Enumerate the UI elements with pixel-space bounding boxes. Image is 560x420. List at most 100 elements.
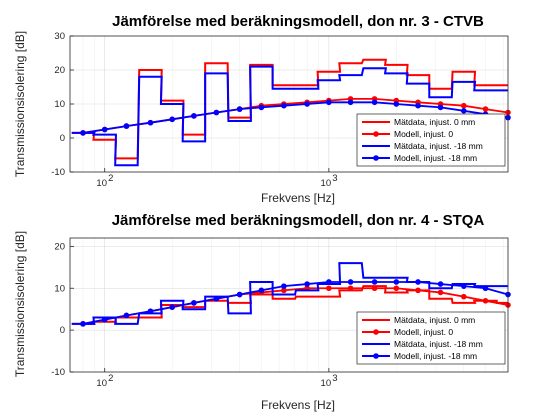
series-line <box>82 101 509 134</box>
legend-item: Mätdata, injust. -18 mm <box>362 141 483 151</box>
series-line <box>71 285 508 325</box>
series-1 <box>71 58 508 160</box>
data-point <box>415 279 421 285</box>
chart-title: Jämförelse med beräkningsmodell, don nr.… <box>112 13 484 30</box>
legend-marker <box>373 155 379 161</box>
legend-item: Modell, injust. -18 mm <box>362 351 477 361</box>
legend-marker <box>373 353 379 359</box>
data-point <box>326 285 332 292</box>
data-point <box>371 285 378 292</box>
data-point <box>371 99 378 106</box>
plot-frame <box>69 237 509 373</box>
data-point <box>281 287 287 294</box>
data-point <box>281 102 287 109</box>
data-point <box>460 293 467 300</box>
data-point <box>304 101 310 107</box>
y-tick-label: 0 <box>60 133 65 144</box>
series-layer <box>69 35 511 173</box>
y-tick-label: -10 <box>51 167 65 178</box>
data-point <box>236 106 243 112</box>
series-layer <box>69 237 511 373</box>
x-axis-label: Frekvens [Hz] <box>261 398 335 412</box>
legend-marker <box>373 329 379 335</box>
data-point <box>347 99 354 106</box>
legend-label: Mätdata, injust. -18 mm <box>394 339 483 349</box>
series-1 <box>71 285 508 325</box>
data-point <box>326 99 332 106</box>
data-point <box>101 316 108 323</box>
x-tick-label: 10 <box>321 378 332 389</box>
x-tick-exponent: 3 <box>332 373 337 384</box>
data-point <box>393 101 400 107</box>
y-axis-label: Transmissionsisolering [dB] <box>13 31 27 177</box>
data-point <box>347 279 354 285</box>
data-point <box>169 304 175 310</box>
chart-title: Jämförelse med beräkningsmodell, don nr.… <box>112 212 485 229</box>
legend-item: Mätdata, injust. 0 mm <box>362 117 475 127</box>
x-tick-label: 10 <box>321 178 332 189</box>
x-axis-label: Frekvens [Hz] <box>261 191 335 205</box>
data-point <box>482 285 489 292</box>
data-point <box>460 102 467 109</box>
y-tick-label: 10 <box>54 283 65 294</box>
data-point <box>191 300 197 306</box>
data-point <box>281 283 287 289</box>
legend-item: Mätdata, injust. -18 mm <box>362 339 483 349</box>
data-point <box>393 285 400 292</box>
y-tick-label: 20 <box>54 65 65 76</box>
legend-item: Modell, injust. 0 <box>362 327 453 337</box>
legend: Mätdata, injust. 0 mm Modell, injust. 0 Mä… <box>356 311 506 365</box>
legend-label: Modell, injust. 0 <box>394 129 453 139</box>
data-point <box>482 298 489 304</box>
series-4 <box>80 99 511 136</box>
legend-label: Mätdata, injust. 0 mm <box>394 117 475 127</box>
data-point <box>80 321 86 327</box>
data-point <box>169 116 175 123</box>
data-point <box>191 113 197 119</box>
data-point <box>415 287 421 294</box>
data-point <box>101 126 108 133</box>
data-point <box>147 119 154 126</box>
data-point <box>437 104 444 111</box>
data-point <box>123 123 130 129</box>
chart-ctvb: Jämförelse med beräkningsmodell, don nr.… <box>13 13 511 205</box>
data-point <box>123 312 130 319</box>
legend-item: Mätdata, injust. 0 mm <box>362 315 475 325</box>
data-point <box>460 108 467 114</box>
data-point <box>415 102 421 109</box>
x-tick-exponent: 3 <box>332 173 337 184</box>
data-point <box>326 279 332 285</box>
legend: Mätdata, injust. 0 mm Modell, injust. 0 Mä… <box>356 113 506 167</box>
y-tick-label: 30 <box>54 31 65 42</box>
data-point <box>393 279 400 285</box>
series-3 <box>71 65 508 167</box>
x-tick-exponent: 2 <box>108 373 113 384</box>
data-point <box>437 289 444 296</box>
legend-label: Modell, injust. -18 mm <box>394 351 477 361</box>
y-axis-label: Transmissionsisolering [dB] <box>13 231 27 377</box>
legend-marker <box>373 131 379 137</box>
x-tick-exponent: 2 <box>108 173 113 184</box>
y-tick-label: 20 <box>54 241 65 252</box>
data-point <box>460 283 467 289</box>
data-point <box>213 295 220 302</box>
data-point <box>258 104 265 111</box>
series-4 <box>80 279 511 327</box>
series-line <box>71 58 508 160</box>
data-point <box>371 279 378 285</box>
x-tick-label: 10 <box>96 378 107 389</box>
y-tick-label: 10 <box>54 99 65 110</box>
data-point <box>347 285 354 292</box>
data-point <box>258 287 265 294</box>
data-point <box>147 308 154 315</box>
legend-label: Modell, injust. -18 mm <box>394 153 477 163</box>
series-line <box>71 65 508 167</box>
data-point <box>482 106 489 112</box>
data-point <box>304 281 310 287</box>
data-point <box>213 109 220 116</box>
legend-item: Modell, injust. 0 <box>362 129 453 139</box>
chart-stqa: Jämförelse med beräkningsmodell, don nr.… <box>13 212 511 412</box>
legend-item: Modell, injust. -18 mm <box>362 153 477 163</box>
